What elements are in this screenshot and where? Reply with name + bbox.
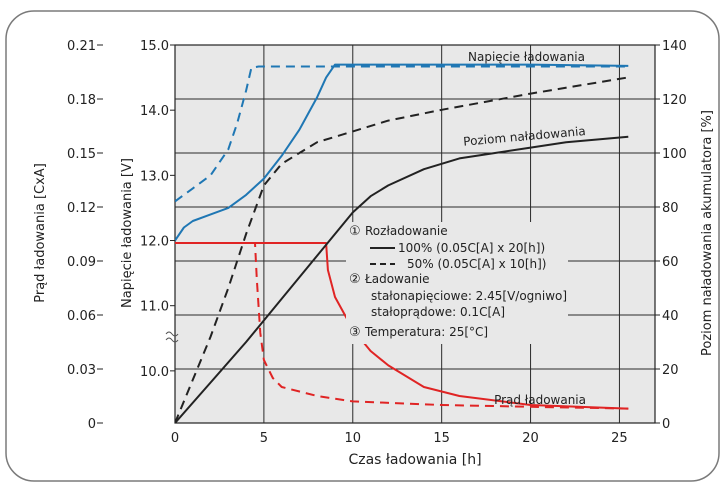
left-outer-tick-label: 0.15 [67, 147, 96, 162]
series-layer [175, 63, 629, 423]
left-inner-axis-label: Napięcie ładowania [V] [120, 158, 135, 308]
legend-discharge-title: Rozładowanie [365, 224, 448, 238]
x-tick-label: 25 [611, 431, 628, 446]
x-tick-label: 15 [433, 431, 450, 446]
legend-number-3: ③ [349, 325, 361, 340]
right-tick-label: 20 [662, 363, 679, 378]
right-tick-label: 60 [662, 255, 679, 270]
right-tick-label: 40 [662, 309, 679, 324]
left-outer-tick-label: 0.21 [67, 39, 96, 54]
left-inner-tick-label: 10.0 [140, 365, 169, 380]
left-outer-tick-label: 0 [88, 417, 96, 432]
current-series-50pct-line [175, 242, 629, 410]
current-series-100pct-line [175, 242, 629, 410]
tick-labels: 0.21 0.18 0.15 0.12 0.09 0.06 0.03 0 15.0 14.0 13.… [67, 39, 687, 446]
legend-cc: stałoprądowe: 0.1C[A] [371, 305, 505, 319]
left-outer-tick-label: 0.09 [67, 255, 96, 270]
legend-number-1: ① [349, 224, 361, 239]
left-inner-tick-label: 11.0 [140, 300, 169, 315]
left-inner-tick-label: 13.0 [140, 169, 169, 184]
x-tick-label: 10 [345, 431, 362, 446]
left-outer-tick-label: 0.18 [67, 93, 96, 108]
x-tick-label: 5 [260, 431, 268, 446]
voltage-series-50pct-line [175, 65, 629, 203]
left-outer-tick-label: 0.12 [67, 201, 96, 216]
right-tick-label: 100 [662, 147, 687, 162]
right-tick-label: 0 [662, 417, 670, 432]
right-tick-label: 140 [662, 39, 687, 54]
x-tick-label: 0 [171, 431, 179, 446]
left-outer-tick-label: 0.06 [67, 309, 96, 324]
legend-discharge-50: 50% (0.05C[A] x 10[h]) [407, 257, 547, 271]
left-inner-tick-label: 15.0 [140, 39, 169, 54]
left-inner-tick-label: 12.0 [140, 235, 169, 250]
voltage-annotation: Napięcie ładowania [468, 50, 585, 64]
right-tick-label: 80 [662, 201, 679, 216]
legend: ① Rozładowanie 100% (0.05C[A] x 20[h]) 5… [346, 222, 568, 344]
voltage-series-100pct-line [175, 63, 629, 242]
left-inner-tick-label: 14.0 [140, 104, 169, 119]
top-band [0, 0, 725, 9]
soc-series-100pct-line [175, 135, 629, 423]
x-axis-label: Czas ładowania [h] [348, 452, 481, 468]
legend-cv: stałonapięciowe: 2.45[V/ogniwo] [371, 289, 567, 303]
soc-series-50pct-line [175, 76, 629, 423]
legend-background [346, 222, 568, 344]
legend-temperature: Temperatura: 25[°C] [364, 325, 488, 339]
right-axis-label: Poziom naładowania akumulatora [%] [700, 110, 715, 356]
left-outer-axis-label: Prąd ładowania [CxA] [33, 163, 48, 303]
legend-number-2: ② [349, 272, 361, 287]
axis-break-mark [165, 331, 179, 343]
grid-lines [175, 45, 655, 423]
current-annotation: Prąd ładowania [494, 393, 586, 407]
x-tick-label: 20 [522, 431, 539, 446]
left-outer-tick-label: 0.03 [67, 363, 96, 378]
legend-discharge-100: 100% (0.05C[A] x 20[h]) [398, 241, 545, 255]
right-tick-label: 120 [662, 93, 687, 108]
legend-charge-title: Ładowanie [364, 272, 430, 286]
